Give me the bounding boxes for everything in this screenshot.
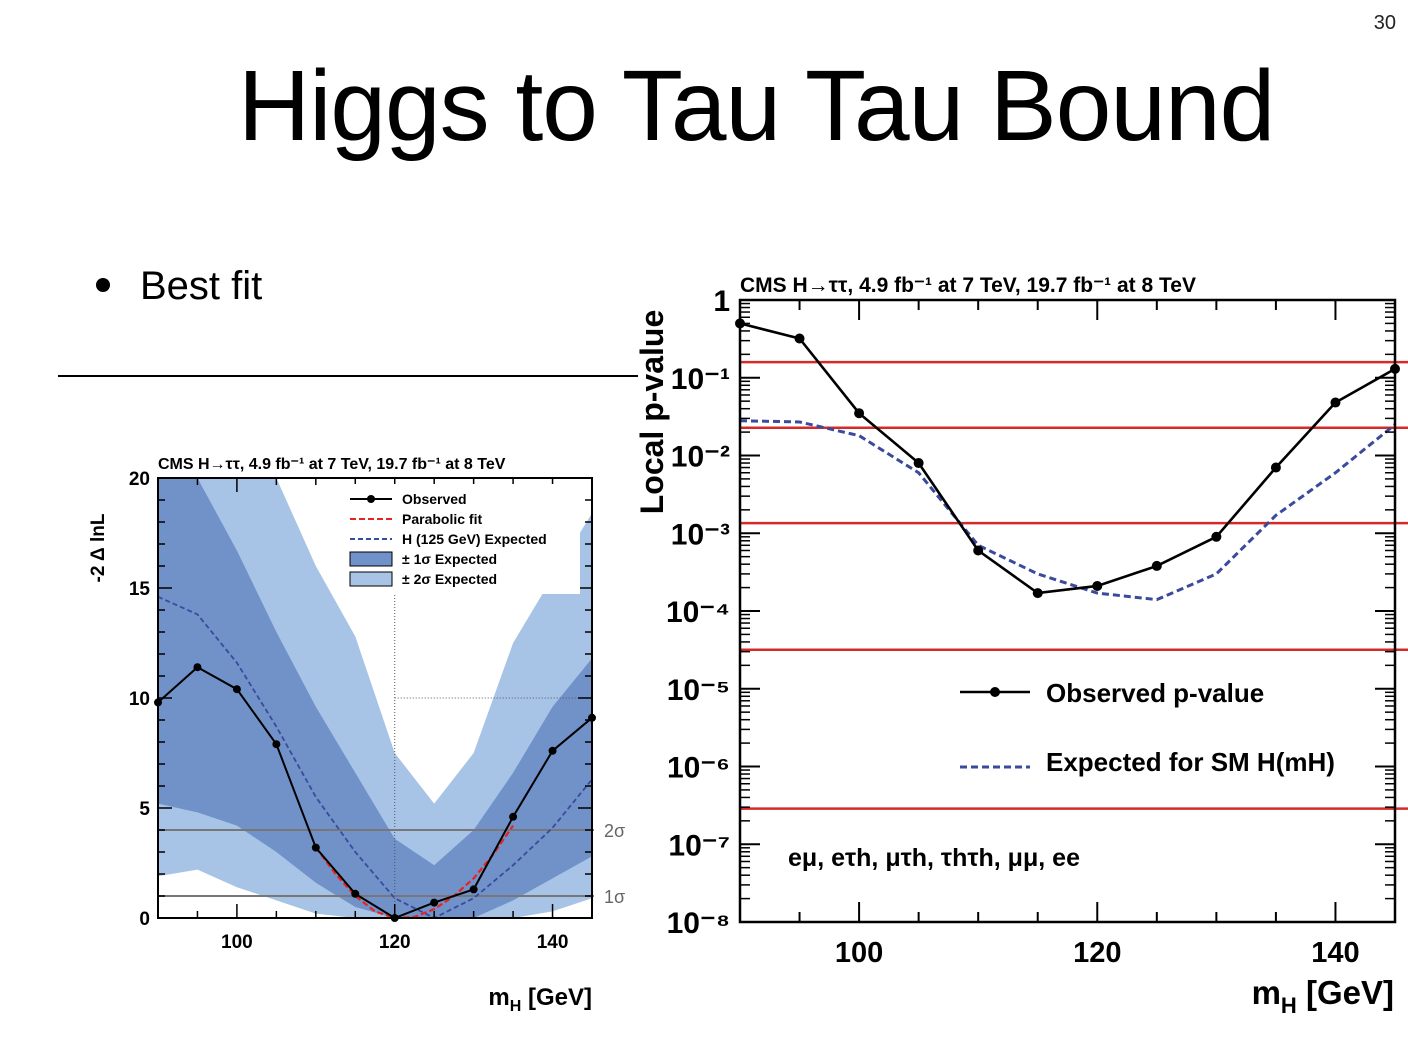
slide-number: 30: [1373, 12, 1396, 34]
right-data-point: [1211, 531, 1222, 542]
left-legend-label: Observed: [402, 491, 467, 507]
right-x-tick-label: 100: [835, 937, 883, 969]
right-legend: Observed p-value Expected for SM H(mH): [960, 678, 1335, 777]
left-y-tick-label: 5: [139, 799, 150, 820]
right-chart-annotation: eμ, eτh, μτh, τhτh, μμ, ee: [788, 844, 1080, 872]
right-observed-line: [739, 322, 1396, 595]
left-y-tick-label: 15: [129, 579, 151, 600]
right-legend-marker: [990, 687, 1000, 697]
right-y-tick-label: 10⁻²: [671, 441, 730, 474]
slide-title: Higgs to Tau Tau Bound: [238, 50, 1275, 162]
left-legend-marker: [367, 495, 375, 503]
left-data-point: [509, 812, 518, 821]
left-legend-label: ± 2σ Expected: [402, 571, 497, 587]
right-data-point: [1032, 588, 1043, 599]
right-y-tick-label: 10⁻¹: [671, 363, 730, 396]
right-data-point: [1330, 397, 1341, 408]
left-series-line: [157, 665, 593, 920]
right-data-point: [913, 458, 924, 469]
right-expected-line: [739, 419, 1396, 602]
left-legend-label: H (125 GeV) Expected: [402, 531, 547, 547]
right-chart-header: CMS H→ττ, 4.9 fb⁻¹ at 7 TeV, 19.7 fb⁻¹ a…: [740, 274, 1196, 297]
left-legend-swatch: [349, 571, 393, 587]
right-data-point: [1092, 580, 1103, 591]
left-data-point: [351, 889, 360, 898]
left-data-point: [272, 740, 281, 749]
left-x-axis-label: mH [GeV]: [488, 984, 592, 1015]
right-y-tick-label: 10⁻³: [671, 518, 730, 551]
left-x-tick-label: 120: [379, 932, 411, 953]
left-data-point: [193, 663, 202, 672]
left-x-tick-label: 140: [537, 932, 569, 953]
left-data-point: [548, 746, 557, 755]
likelihood-chart: CMS H→ττ, 4.9 fb⁻¹ at 7 TeV, 19.7 fb⁻¹ a…: [88, 456, 625, 1015]
left-data-point: [311, 843, 320, 852]
right-x-tick-label: 120: [1073, 937, 1121, 969]
right-legend-label: Expected for SM H(mH): [1046, 747, 1335, 777]
left-legend-label: Parabolic fit: [402, 511, 482, 527]
right-y-tick-label: 10⁻⁵: [667, 674, 730, 707]
left-data-point: [232, 685, 241, 694]
left-y-tick-label: 20: [129, 469, 150, 490]
left-data-point: [469, 885, 478, 894]
right-y-tick-label: 10⁻⁸: [667, 907, 730, 940]
right-x-axis-label: mH [GeV]: [1252, 974, 1394, 1018]
bullet-dot-icon: [96, 278, 110, 293]
left-y-tick-label: 0: [139, 909, 150, 930]
right-y-tick-label: 10⁻⁷: [668, 829, 730, 862]
left-legend: Observed Parabolic fit H (125 GeV) Expecte…: [332, 484, 580, 594]
left-data-point: [430, 898, 439, 907]
right-y-axis-label: Local p-value: [634, 310, 670, 515]
right-plot-background: [740, 300, 1395, 922]
bullet-item: Best fit: [96, 258, 262, 314]
left-y-axis-label: -2 Δ lnL: [88, 513, 109, 582]
right-x-tick-label: 140: [1311, 937, 1359, 969]
left-series-line: [157, 595, 593, 920]
right-data-point: [854, 408, 865, 419]
pvalue-chart: CMS H→ττ, 4.9 fb⁻¹ at 7 TeV, 19.7 fb⁻¹ a…: [634, 274, 1408, 1018]
right-data-point: [973, 545, 984, 556]
left-chart-header: CMS H→ττ, 4.9 fb⁻¹ at 7 TeV, 19.7 fb⁻¹ a…: [158, 456, 506, 473]
right-data-point: [1270, 462, 1281, 473]
left-series-line: [314, 824, 514, 920]
left-band-1sigma: [158, 478, 592, 918]
right-data-point: [794, 333, 805, 344]
left-axes: 100 120 140 0 5 10 15 20: [129, 469, 593, 953]
right-plot-area: [735, 300, 1408, 922]
right-data-point: [1151, 560, 1162, 571]
divider: [58, 375, 638, 377]
right-y-tick-label: 10⁻⁴: [666, 596, 730, 629]
right-y-tick-label: 1: [713, 285, 730, 318]
bullet-text: Best fit: [140, 264, 263, 308]
right-axes: 100 120 140 1 10⁻¹ 10⁻² 10⁻³ 10⁻⁴ 10⁻⁵ 10⁻⁶ 10⁻⁷ 10…: [666, 285, 1397, 969]
right-legend-label: Observed p-value: [1046, 678, 1264, 708]
left-legend-swatch: [349, 551, 393, 567]
left-legend-label: ± 1σ Expected: [402, 551, 497, 567]
left-y-tick-label: 10: [129, 689, 150, 710]
left-reference-label: 1σ: [604, 887, 625, 907]
left-x-tick-label: 100: [221, 932, 253, 953]
left-reference-label: 2σ: [604, 821, 625, 841]
right-y-tick-label: 10⁻⁶: [667, 752, 730, 785]
